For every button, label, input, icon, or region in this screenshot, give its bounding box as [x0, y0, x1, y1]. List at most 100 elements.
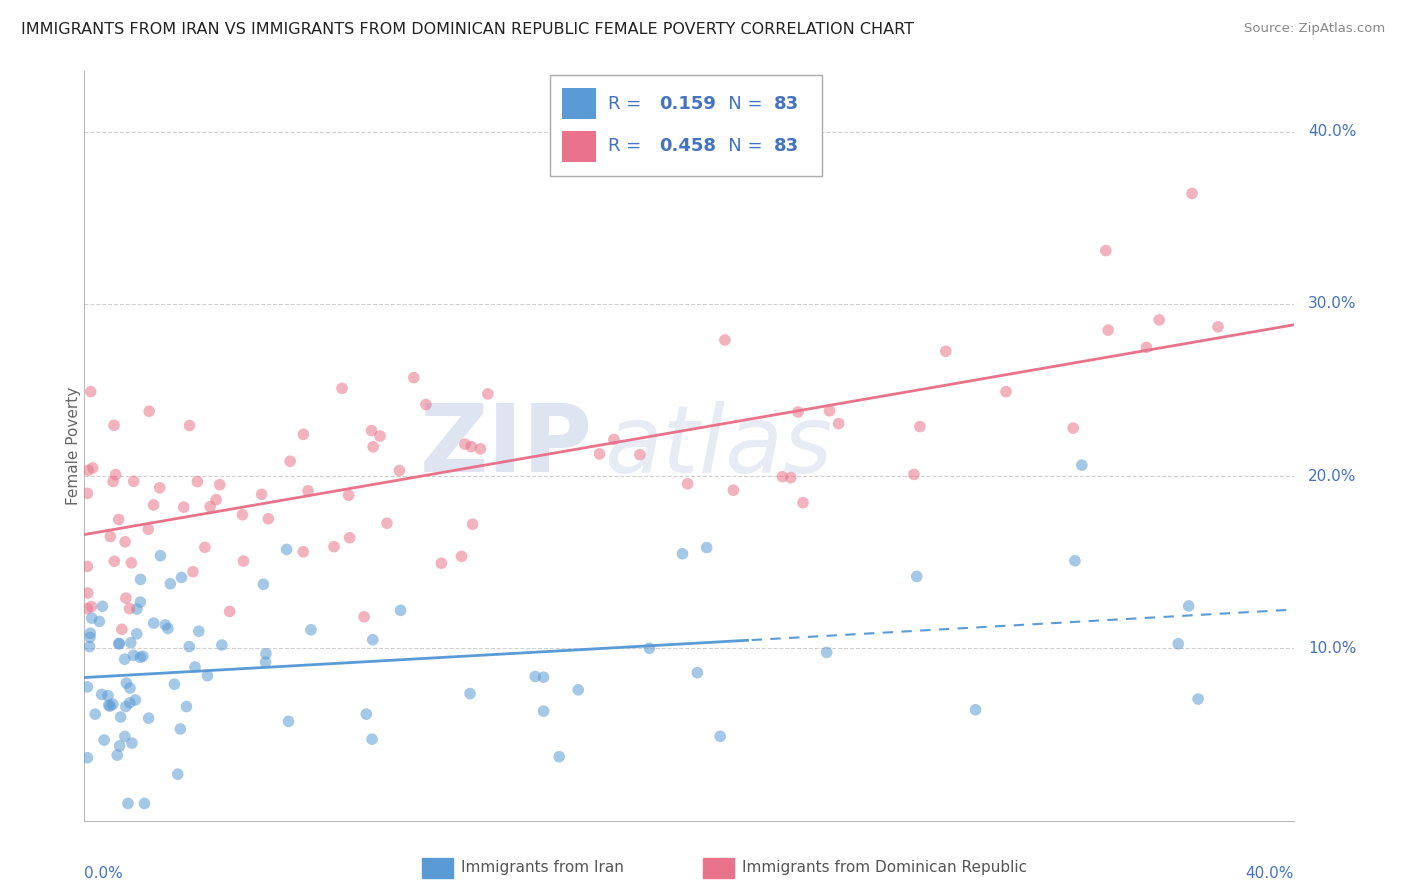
Point: [218, 604, 240, 618]
Point: [356, 707, 378, 722]
Point: [211, 638, 233, 652]
Text: 40.0%: 40.0%: [1246, 865, 1294, 880]
Point: [254, 647, 277, 661]
Point: [638, 641, 661, 656]
Point: [159, 576, 181, 591]
Point: [454, 437, 477, 451]
Point: [360, 424, 382, 438]
Point: [101, 475, 124, 489]
Point: [107, 637, 129, 651]
Point: [76, 680, 98, 694]
Point: [603, 433, 626, 447]
Point: [136, 522, 159, 536]
Point: [125, 627, 148, 641]
Point: [110, 710, 132, 724]
Point: [935, 344, 957, 359]
Point: [76, 486, 98, 500]
Point: [277, 714, 299, 729]
Point: [179, 418, 201, 433]
Point: [186, 475, 208, 489]
Point: [163, 677, 186, 691]
Point: [1062, 421, 1084, 435]
Point: [115, 676, 138, 690]
Point: [375, 516, 398, 531]
Point: [1064, 554, 1087, 568]
Point: [97, 689, 120, 703]
Point: [903, 467, 925, 482]
Point: [149, 481, 172, 495]
Point: [323, 540, 346, 554]
Point: [76, 601, 98, 615]
Point: [231, 508, 253, 522]
Point: [292, 545, 315, 559]
Point: [388, 463, 411, 477]
Point: [815, 645, 838, 659]
Point: [792, 496, 814, 510]
Text: 0.0%: 0.0%: [84, 865, 124, 880]
Point: [723, 483, 745, 498]
Point: [107, 512, 129, 526]
Text: N =: N =: [710, 95, 768, 112]
Point: [389, 603, 412, 617]
Point: [101, 697, 124, 711]
Point: [779, 470, 801, 484]
Point: [278, 454, 301, 468]
Point: [676, 476, 699, 491]
Point: [770, 469, 793, 483]
Point: [98, 699, 121, 714]
Point: [115, 591, 138, 606]
Point: [671, 547, 693, 561]
Point: [1097, 323, 1119, 337]
Point: [176, 699, 198, 714]
Point: [787, 405, 810, 419]
Point: [252, 577, 274, 591]
Point: [232, 554, 254, 568]
Point: [1135, 340, 1157, 354]
Point: [132, 649, 155, 664]
Text: R =: R =: [607, 137, 647, 155]
Point: [194, 541, 217, 555]
Point: [470, 442, 492, 456]
Point: [114, 730, 136, 744]
Point: [628, 448, 651, 462]
Text: 20.0%: 20.0%: [1308, 468, 1357, 483]
Point: [714, 333, 737, 347]
Point: [567, 682, 589, 697]
Point: [330, 381, 353, 395]
Point: [108, 637, 131, 651]
Point: [297, 483, 319, 498]
Point: [118, 696, 141, 710]
Text: R =: R =: [607, 95, 647, 112]
Point: [460, 440, 482, 454]
Text: 30.0%: 30.0%: [1308, 296, 1357, 311]
Point: [198, 500, 221, 514]
Point: [686, 665, 709, 680]
Point: [450, 549, 472, 564]
Text: 83: 83: [773, 137, 799, 155]
Point: [905, 569, 928, 583]
Point: [80, 611, 103, 625]
Point: [524, 669, 547, 683]
Point: [76, 586, 98, 600]
Point: [124, 693, 146, 707]
Point: [368, 429, 391, 443]
Point: [257, 512, 280, 526]
Point: [995, 384, 1018, 399]
Point: [339, 531, 361, 545]
Point: [696, 541, 718, 555]
Point: [1187, 692, 1209, 706]
Point: [1070, 458, 1092, 472]
Text: 40.0%: 40.0%: [1308, 124, 1357, 139]
Text: IMMIGRANTS FROM IRAN VS IMMIGRANTS FROM DOMINICAN REPUBLIC FEMALE POVERTY CORREL: IMMIGRANTS FROM IRAN VS IMMIGRANTS FROM …: [21, 22, 914, 37]
Text: Source: ZipAtlas.com: Source: ZipAtlas.com: [1244, 22, 1385, 36]
Point: [173, 500, 195, 515]
Point: [477, 387, 499, 401]
Point: [250, 487, 273, 501]
Point: [187, 624, 209, 639]
Y-axis label: Female Poverty: Female Poverty: [66, 387, 80, 505]
Point: [79, 631, 101, 645]
Point: [76, 751, 98, 765]
Point: [76, 559, 98, 574]
Point: [142, 616, 165, 631]
Point: [82, 461, 104, 475]
